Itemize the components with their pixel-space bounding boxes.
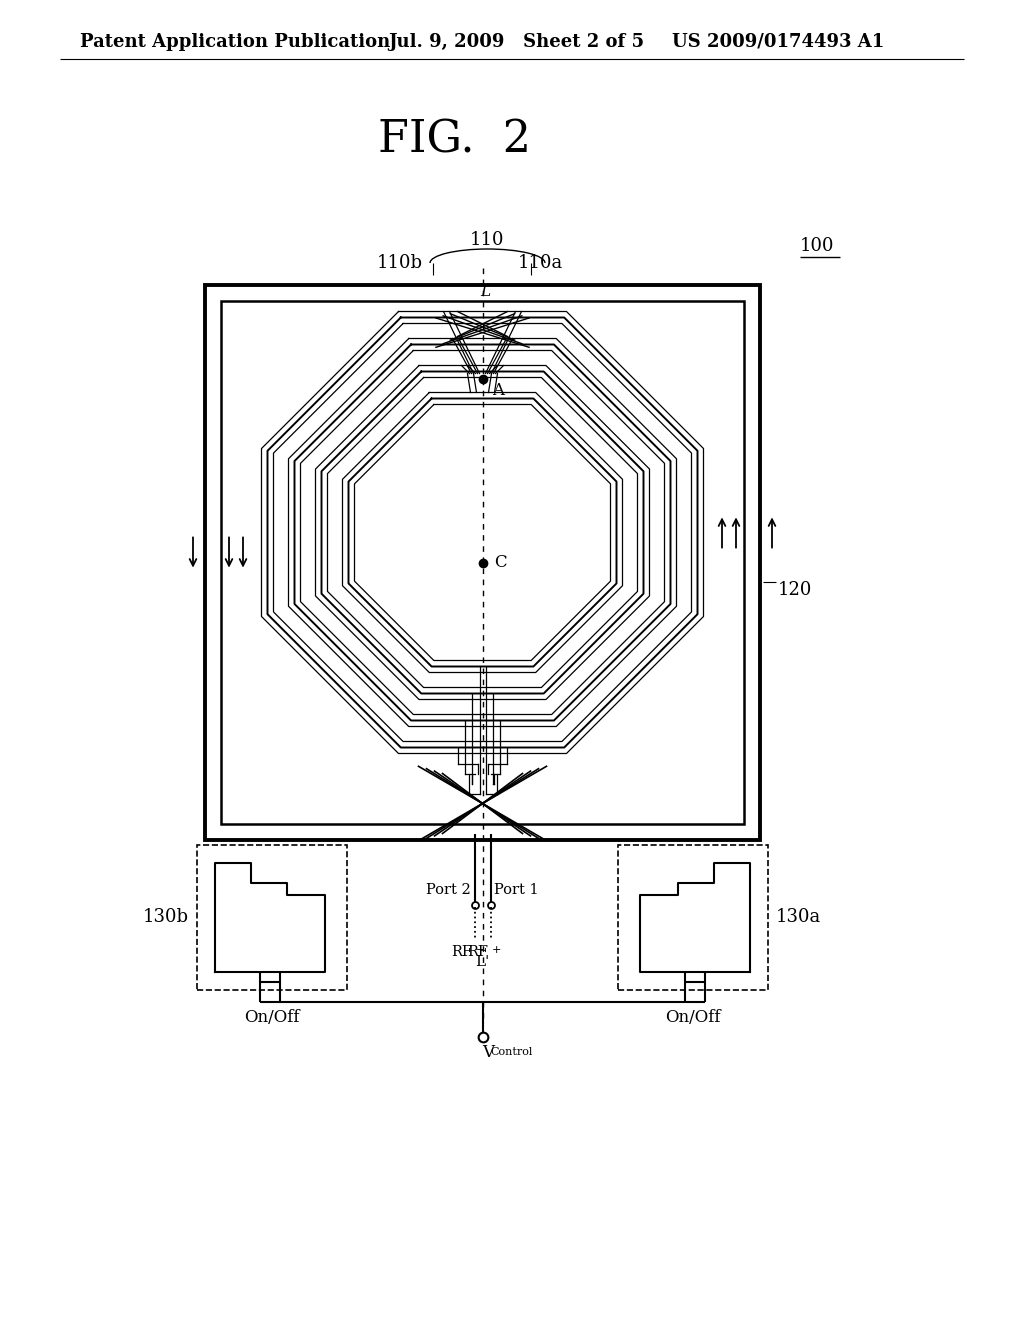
- Text: 130a: 130a: [776, 908, 821, 927]
- Text: L: L: [480, 285, 490, 300]
- Text: Jul. 9, 2009   Sheet 2 of 5: Jul. 9, 2009 Sheet 2 of 5: [388, 33, 644, 51]
- Text: Control: Control: [490, 1047, 532, 1057]
- Text: RF: RF: [468, 945, 488, 960]
- Text: C: C: [495, 554, 507, 572]
- Text: RF: RF: [452, 945, 472, 960]
- Text: 110a: 110a: [517, 253, 563, 272]
- Text: L': L': [475, 954, 489, 969]
- Bar: [197, 845, 347, 990]
- Text: 110b: 110b: [377, 253, 423, 272]
- Text: On/Off: On/Off: [245, 1010, 300, 1027]
- Text: FIG.  2: FIG. 2: [379, 119, 531, 161]
- Text: 120: 120: [778, 581, 812, 599]
- Text: US 2009/0174493 A1: US 2009/0174493 A1: [672, 33, 885, 51]
- Bar: [205, 285, 760, 840]
- Bar: [618, 845, 768, 990]
- Text: Port 1: Port 1: [495, 883, 539, 898]
- Text: 110: 110: [470, 231, 505, 249]
- Bar: [221, 301, 744, 824]
- Text: 130b: 130b: [143, 908, 189, 927]
- Text: 100: 100: [800, 238, 835, 255]
- Text: +: +: [492, 945, 501, 954]
- Text: −: −: [475, 945, 485, 954]
- Text: A: A: [493, 381, 505, 399]
- Text: Patent Application Publication: Patent Application Publication: [80, 33, 390, 51]
- Text: V: V: [482, 1044, 495, 1061]
- Text: Port 2: Port 2: [426, 883, 470, 898]
- Text: On/Off: On/Off: [666, 1010, 721, 1027]
